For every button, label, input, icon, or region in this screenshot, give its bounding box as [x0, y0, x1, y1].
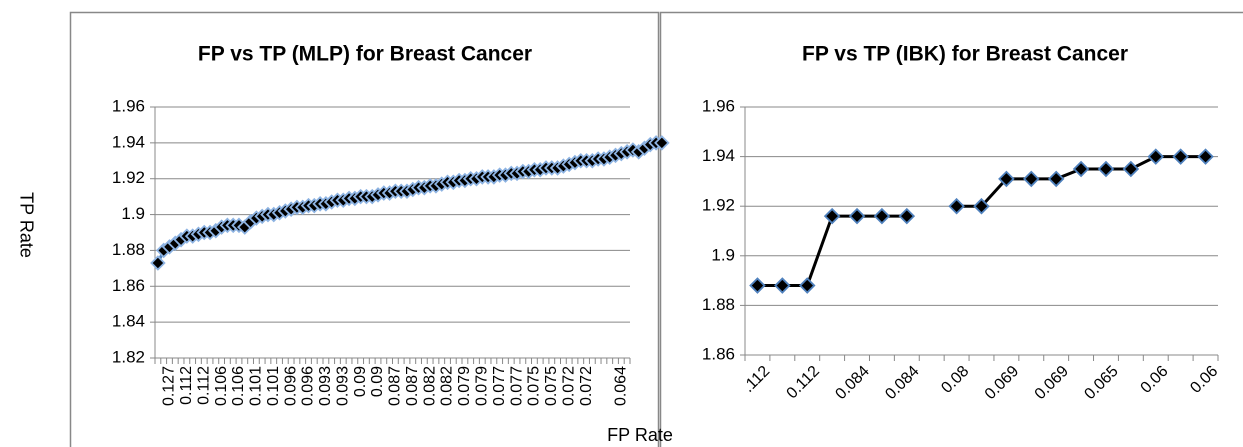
data-point	[1072, 160, 1090, 178]
y-axis-title: TP Rate	[16, 192, 36, 258]
x-tick-label: 0.08	[938, 363, 972, 397]
data-point	[998, 170, 1015, 188]
data-point	[1097, 160, 1115, 178]
x-tick-label: 0.09	[352, 366, 369, 397]
y-tick-label: 1.9	[711, 245, 735, 264]
x-tick-label: 0.127	[161, 366, 178, 406]
y-tick-label: 1.88	[112, 240, 145, 259]
data-point	[848, 207, 866, 225]
x-tick-label: 0.065	[1081, 363, 1121, 403]
x-tick-label: 0.101	[265, 366, 282, 406]
x-tick-label: 0.084	[882, 363, 922, 403]
chart-frame	[659, 11, 1243, 447]
data-point	[1047, 170, 1065, 188]
data-point	[1197, 148, 1214, 165]
y-tick-label: 1.96	[702, 96, 735, 115]
x-tick-label: 0.093	[334, 366, 351, 406]
x-tick-label: 0.075	[543, 366, 560, 406]
data-point	[774, 277, 791, 294]
x-tick-label: 0.072	[578, 366, 595, 406]
x-tick-label: 0.106	[230, 366, 247, 406]
y-tick-label: 1.86	[112, 276, 145, 295]
y-tick-label: 1.82	[112, 347, 145, 366]
x-tick-label: 0.064	[613, 366, 630, 406]
x-tick-label: 0.087	[387, 366, 404, 406]
x-tick-label: 0.06	[1187, 363, 1221, 397]
x-axis-title: FP Rate	[607, 425, 673, 445]
x-tick-label: 0.06	[1138, 363, 1172, 397]
x-tick-label: 0.079	[456, 366, 473, 406]
data-point	[798, 277, 816, 294]
y-tick-label: 1.94	[702, 146, 735, 165]
x-tick-label: 0.077	[508, 366, 525, 406]
y-tick-label: 1.92	[112, 168, 145, 187]
x-tick-label: 0.112	[784, 363, 824, 403]
y-tick-label: 1.94	[112, 132, 145, 151]
x-tick-label: 0.106	[213, 366, 230, 406]
data-point	[1172, 148, 1189, 165]
chart-title: FP vs TP (IBK) for Breast Cancer	[802, 43, 1128, 66]
x-tick-label: 0.075	[526, 366, 543, 406]
data-point	[1147, 148, 1165, 165]
data-point	[823, 207, 841, 225]
data-point	[873, 207, 891, 225]
data-point	[1122, 160, 1140, 178]
x-tick-label: 0.084	[832, 363, 872, 403]
x-tick-label: 0.082	[421, 366, 438, 406]
x-tick-label: 0.082	[439, 366, 456, 406]
x-tick-label: 0.096	[300, 366, 317, 406]
x-tick-label: 0.101	[248, 366, 265, 406]
data-point	[973, 197, 990, 215]
y-tick-label: 1.88	[702, 295, 735, 314]
y-tick-label: 1.96	[112, 96, 145, 115]
x-tick-label: 0.069	[1032, 363, 1072, 403]
x-tick-label: 0.079	[474, 366, 491, 406]
chart-frame	[69, 11, 660, 447]
x-tick-label: 0.096	[282, 366, 299, 406]
x-tick-label: .112	[740, 363, 773, 396]
x-tick-label: 0.112	[195, 366, 212, 405]
series-line	[757, 155, 1206, 288]
x-tick-label: 0.093	[317, 366, 334, 406]
data-point	[150, 255, 166, 271]
x-tick-label: 0.077	[491, 366, 508, 406]
y-tick-label: 1.9	[121, 204, 145, 223]
x-tick-label: 0.087	[404, 366, 421, 406]
y-tick-label: 1.86	[702, 344, 735, 363]
x-tick-label: 0.069	[982, 363, 1022, 403]
chart-title: FP vs TP (MLP) for Breast Cancer	[198, 43, 532, 66]
y-tick-label: 1.92	[702, 196, 735, 215]
data-point	[948, 197, 965, 215]
data-point	[898, 207, 916, 225]
data-point	[1023, 170, 1040, 188]
x-tick-label: 0.09	[369, 366, 386, 397]
x-tick-label: 0.072	[560, 366, 577, 406]
data-point	[749, 277, 766, 294]
y-tick-label: 1.84	[112, 312, 145, 331]
data-point	[654, 135, 670, 151]
x-tick-label: 0.112	[178, 366, 195, 405]
